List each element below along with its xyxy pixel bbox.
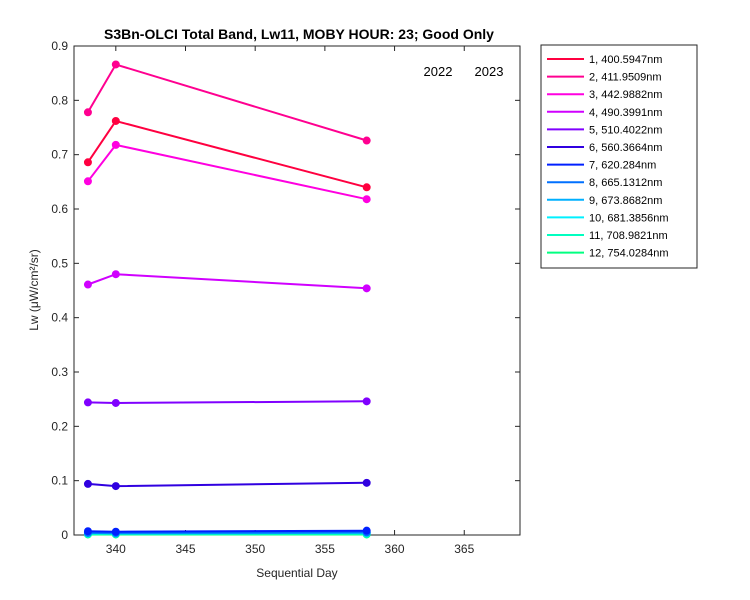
legend-item: 2, 411.9509nm	[547, 72, 662, 84]
legend-item: 4, 490.3991nm	[547, 107, 662, 119]
data-point	[111, 527, 120, 536]
legend-label: 2, 411.9509nm	[589, 72, 662, 84]
data-point	[111, 116, 120, 125]
y-tick-label: 0.6	[51, 202, 68, 216]
data-point	[83, 158, 92, 167]
legend-label: 4, 490.3991nm	[589, 107, 662, 119]
legend-item: 3, 442.9882nm	[547, 89, 662, 101]
series-2	[83, 60, 371, 145]
data-point	[83, 398, 92, 407]
legend-label: 5, 510.4022nm	[589, 124, 662, 136]
x-tick-label: 350	[245, 542, 265, 556]
data-point	[111, 482, 120, 491]
legend-box	[540, 44, 698, 269]
data-point	[362, 526, 371, 535]
legend-label: 3, 442.9882nm	[589, 89, 662, 101]
data-point	[111, 270, 120, 279]
legend-label: 9, 673.8682nm	[589, 195, 662, 207]
legend-item: 7, 620.284nm	[547, 160, 656, 172]
y-tick-label: 0.4	[51, 311, 68, 325]
data-point	[362, 397, 371, 406]
legend-label: 8, 665.1312nm	[589, 177, 662, 189]
y-tick-label: 0	[61, 528, 68, 542]
y-axis: 0 0.1 0.2 0.3 0.4 0.5 0.6 0.7 0.8 0.9	[51, 39, 520, 542]
legend-item: 6, 560.3664nm	[547, 142, 662, 154]
data-point	[362, 183, 371, 192]
series-4	[83, 270, 371, 293]
legend-item: 10, 681.3856nm	[547, 212, 669, 224]
legend-item: 1, 400.5947nm	[547, 54, 662, 66]
legend-item: 11, 708.9821nm	[547, 230, 668, 242]
y-tick-label: 0.8	[51, 93, 68, 107]
series-line	[87, 529, 367, 533]
x-tick-label: 365	[454, 542, 474, 556]
legend-item: 12, 754.0284nm	[547, 248, 669, 260]
legend-label: 1, 400.5947nm	[589, 54, 662, 66]
x-tick-label: 360	[385, 542, 405, 556]
x-axis: 340 345 350 355 360 365	[106, 46, 475, 556]
year-label-2022: 2022	[424, 64, 453, 79]
data-point	[362, 284, 371, 293]
y-tick-label: 0.7	[51, 148, 68, 162]
series-1	[83, 116, 371, 192]
data-point	[362, 478, 371, 487]
year-label-2023: 2023	[475, 64, 504, 79]
x-tick-label: 340	[106, 542, 126, 556]
x-tick-label: 345	[175, 542, 195, 556]
y-tick-label: 0.1	[51, 474, 68, 488]
plot-area	[73, 45, 521, 536]
legend-item: 8, 665.1312nm	[547, 177, 662, 189]
chart-title: S3Bn-OLCI Total Band, Lw11, MOBY HOUR: 2…	[104, 26, 494, 42]
series-layer	[83, 60, 371, 539]
series-6	[83, 478, 371, 491]
legend-item: 5, 510.4022nm	[547, 124, 662, 136]
data-point	[362, 195, 371, 204]
data-point	[362, 136, 371, 145]
legend-label: 11, 708.9821nm	[589, 230, 668, 242]
series-5	[83, 397, 371, 407]
data-point	[111, 398, 120, 407]
legend: 1, 400.5947nm 2, 411.9509nm 3, 442.9882nm 4…	[540, 44, 698, 269]
data-point	[83, 177, 92, 186]
y-tick-label: 0.2	[51, 419, 68, 433]
y-axis-label: Lw (μW/cm²/sr)	[27, 249, 41, 331]
y-tick-label: 0.5	[51, 256, 68, 270]
data-point	[83, 479, 92, 488]
series-7	[83, 526, 371, 536]
data-point	[83, 280, 92, 289]
data-point	[111, 60, 120, 69]
legend-label: 7, 620.284nm	[589, 160, 656, 172]
y-tick-label: 0.9	[51, 39, 68, 53]
legend-item: 9, 673.8682nm	[547, 195, 662, 207]
legend-label: 12, 754.0284nm	[589, 248, 669, 260]
legend-label: 10, 681.3856nm	[589, 212, 669, 224]
legend-label: 6, 560.3664nm	[589, 142, 662, 154]
data-point	[83, 527, 92, 536]
y-tick-label: 0.3	[51, 365, 68, 379]
x-tick-label: 355	[315, 542, 335, 556]
series-3	[83, 140, 371, 204]
x-axis-label: Sequential Day	[256, 566, 337, 580]
data-point	[111, 140, 120, 149]
data-point	[83, 108, 92, 117]
